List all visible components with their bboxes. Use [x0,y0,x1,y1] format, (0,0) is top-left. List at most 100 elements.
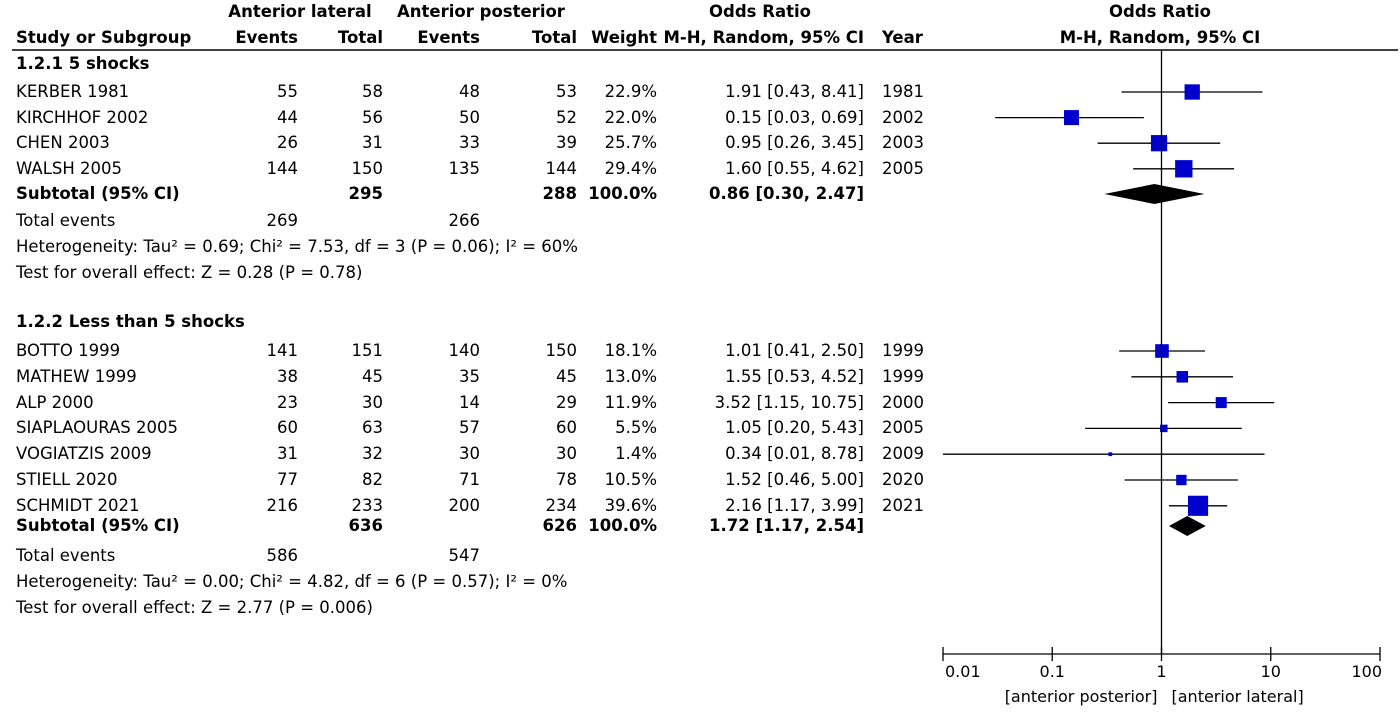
study-events-1: 77 [277,470,298,489]
study-year: 2003 [882,133,924,153]
subgroup-title: 1.2.1 5 shocks [16,54,150,73]
point-estimate [1160,424,1168,433]
point-estimate [1063,110,1079,126]
study-events-2: 140 [448,341,481,360]
study-events-1: 44 [277,107,298,127]
study-year: 2005 [882,418,924,438]
study-events-1: 38 [277,366,298,386]
study-weight: 29.4% [604,158,657,178]
study-name: VOGIATZIS 2009 [16,444,152,464]
x-axis-tick-label: 100 [1351,662,1382,681]
study-name: BOTTO 1999 [16,341,121,360]
study-total-1: 233 [351,495,384,515]
point-estimate [1215,397,1227,409]
study-total-2: 150 [545,341,578,360]
header-total-2: Total [531,28,577,47]
favours-right-label: [anterior lateral] [1171,687,1304,706]
study-total-1: 150 [351,158,384,178]
study-total-2: 45 [556,366,577,386]
header-events-2: Events [417,28,480,47]
subtotal-ci: 0.86 [0.30, 2.47] [709,184,864,203]
study-events-1: 23 [277,392,298,412]
subtotal-label: Subtotal (95% CI) [16,184,180,203]
study-events-1: 216 [266,495,299,515]
study-name: STIELL 2020 [16,470,118,489]
total-events-2: 547 [448,546,481,565]
study-name: WALSH 2005 [16,158,123,178]
subtotal-total-2: 626 [542,516,577,535]
study-total-2: 234 [545,495,578,515]
favours-left-label: [anterior posterior] [1004,687,1158,706]
total-events-1: 586 [266,546,299,565]
study-events-1: 55 [277,82,298,101]
point-estimate [1187,495,1209,516]
study-weight: 25.7% [604,133,657,153]
total-events-label: Total events [16,211,116,230]
study-events-2: 57 [459,418,480,438]
study-year: 1981 [882,82,924,101]
study-ci: 0.95 [0.26, 3.45] [725,133,864,153]
study-ci: 1.01 [0.41, 2.50] [725,341,864,360]
overall-effect-text: Test for overall effect: Z = 0.28 (P = 0… [16,263,363,282]
subtotal-diamond [1168,516,1206,536]
study-events-1: 141 [266,341,299,360]
x-axis-tick-label: 1 [1156,662,1167,681]
study-name: CHEN 2003 [16,133,110,153]
study-ci: 1.52 [0.46, 5.00] [725,470,864,489]
study-weight: 13.0% [604,366,657,386]
study-total-1: 45 [362,366,383,386]
study-name: KIRCHHOF 2002 [16,107,149,127]
subtotal-ci: 1.72 [1.17, 2.54] [709,516,864,535]
study-year: 1999 [882,366,924,386]
study-name: MATHEW 1999 [16,366,137,386]
study-total-2: 29 [556,392,577,412]
study-total-1: 30 [362,392,383,412]
study-name: KERBER 1981 [16,82,130,101]
subtotal-total-2: 288 [542,184,577,203]
study-name: SCHMIDT 2021 [16,495,140,515]
header-anterior-lateral: Anterior lateral [228,2,372,21]
study-weight: 39.6% [604,495,657,515]
subtotal-total-1: 295 [348,184,383,203]
study-events-2: 50 [459,107,480,127]
x-axis-tick-label: 0.01 [945,662,981,681]
study-events-1: 26 [277,133,298,153]
study-total-2: 52 [556,107,577,127]
study-events-2: 30 [459,444,480,464]
subtotal-diamond [1104,184,1205,204]
total-events-1: 269 [266,211,299,230]
x-axis-tick-label: 0.1 [1039,662,1065,681]
study-ci: 1.55 [0.53, 4.52] [725,366,864,386]
study-total-1: 63 [362,418,383,438]
study-total-2: 30 [556,444,577,464]
study-ci: 1.05 [0.20, 5.43] [725,418,864,438]
header-odds-ratio-plot: Odds Ratio [1109,2,1211,21]
header-total-1: Total [337,28,383,47]
subtotal-weight: 100.0% [588,516,657,535]
study-events-2: 71 [459,470,480,489]
point-estimate [1176,371,1189,383]
study-total-1: 58 [362,82,383,101]
study-ci: 0.34 [0.01, 8.78] [725,444,864,464]
point-estimate [1184,84,1200,100]
point-estimate [1150,135,1168,152]
study-weight: 5.5% [615,418,657,438]
point-estimate [1108,452,1113,457]
study-events-2: 33 [459,133,480,153]
study-events-2: 14 [459,392,480,412]
study-name: ALP 2000 [16,392,94,412]
heterogeneity-text: Heterogeneity: Tau² = 0.00; Chi² = 4.82,… [16,572,568,591]
study-year: 2000 [882,392,924,412]
study-events-1: 60 [277,418,298,438]
study-total-1: 32 [362,444,383,464]
study-total-2: 53 [556,82,577,101]
subgroup-title: 1.2.2 Less than 5 shocks [16,312,245,331]
study-total-2: 39 [556,133,577,153]
header-anterior-posterior: Anterior posterior [397,2,565,21]
study-total-2: 78 [556,470,577,489]
study-events-2: 200 [448,495,481,515]
heterogeneity-text: Heterogeneity: Tau² = 0.69; Chi² = 7.53,… [16,237,578,256]
study-year: 2020 [882,470,924,489]
study-year: 2009 [882,444,924,464]
